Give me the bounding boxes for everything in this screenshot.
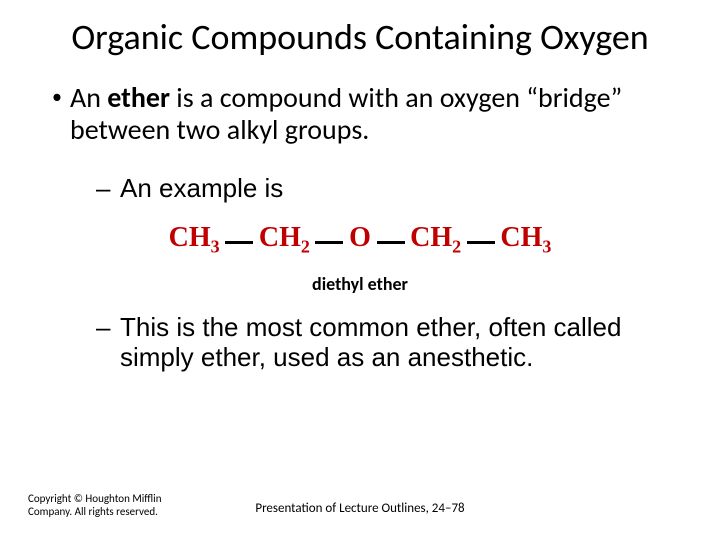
text-pre: An [70,80,107,115]
group-sub: 2 [452,236,461,256]
slide: Organic Compounds Containing Oxygen • An… [0,0,720,540]
formula-group: O [349,222,371,253]
group-text: CH [410,222,452,253]
group-text: CH [169,222,211,253]
slide-title: Organic Compounds Containing Oxygen [40,18,680,58]
bullet-marker: • [52,82,70,146]
bullet-dash: – [96,313,120,373]
bullet-text: An example is [120,174,680,204]
chemical-formula: CH3 CH2 O CH2 CH3 [40,222,680,258]
text-bold: ether [107,80,170,115]
group-sub: 3 [211,236,220,256]
formula-group: CH2 [259,222,310,253]
formula-group: CH2 [410,222,461,253]
bond-icon [225,241,253,244]
formula-group: CH3 [169,222,220,253]
group-text: CH [259,222,301,253]
group-text: CH [500,222,542,253]
group-sub: 2 [301,236,310,256]
formula-inline: CH3 CH2 O CH2 CH3 [169,222,552,258]
bullet-dash: – [96,174,120,204]
bullet-level2: – An example is [96,174,680,204]
bond-icon [467,241,495,244]
group-text: O [349,222,371,253]
bullet-text: An ether is a compound with an oxygen “b… [70,82,680,146]
bullet-level2: – This is the most common ether, often c… [96,313,680,373]
group-sub: 3 [542,236,551,256]
bullet-text: This is the most common ether, often cal… [120,313,680,373]
bond-icon [315,241,343,244]
bullet-level1: • An ether is a compound with an oxygen … [52,82,680,146]
footer-center: Presentation of Lecture Outlines, 24–78 [0,501,720,516]
formula-group: CH3 [500,222,551,253]
formula-caption: diethyl ether [40,273,680,295]
bond-icon [377,241,405,244]
